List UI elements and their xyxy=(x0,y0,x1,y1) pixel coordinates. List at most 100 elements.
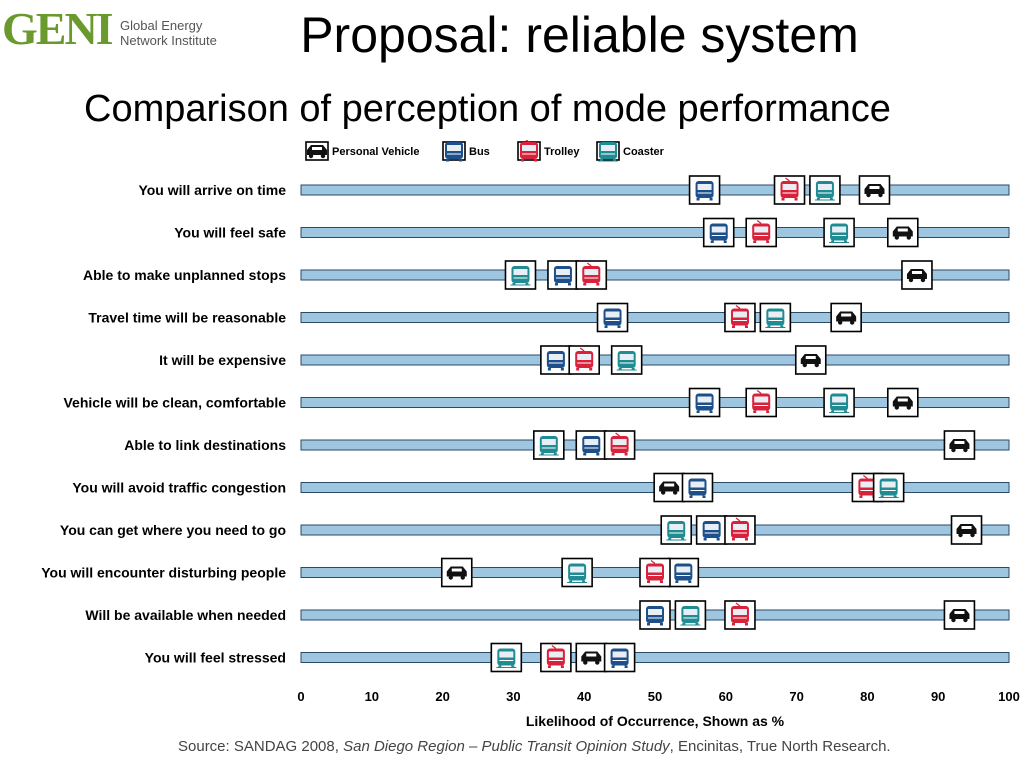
logo-text-line1: Global Energy xyxy=(120,18,203,33)
trolley-wheel xyxy=(744,325,748,328)
coaster-wheel xyxy=(600,159,603,162)
trolley-pole xyxy=(579,347,585,352)
bus-wheel xyxy=(675,580,679,583)
coaster-wheel xyxy=(695,623,699,626)
car-marker xyxy=(653,472,685,503)
trolley-icon xyxy=(517,140,541,162)
bus-window xyxy=(548,354,563,360)
coaster-wheel xyxy=(831,410,835,413)
trolley-wheel xyxy=(731,623,735,626)
coaster-wheel xyxy=(829,198,833,201)
coaster-window xyxy=(683,609,698,615)
coaster-wheel xyxy=(553,453,557,456)
bus-marker xyxy=(575,430,608,460)
car-wheel xyxy=(958,532,963,538)
category-label: Travel time will be reasonable xyxy=(88,310,286,326)
car-icon xyxy=(305,141,329,161)
car-window xyxy=(805,356,816,359)
category-row: You will encounter disturbing people xyxy=(41,565,1010,581)
car-wheel xyxy=(308,153,314,159)
coaster-wheel xyxy=(618,368,622,371)
trolley-wheel xyxy=(731,538,735,541)
trolley-marker xyxy=(568,345,601,375)
bus-wheel xyxy=(696,410,700,413)
trolley-wheel xyxy=(753,240,757,243)
coaster-wheel xyxy=(582,580,586,583)
car-marker xyxy=(794,345,827,375)
coaster-marker xyxy=(504,260,537,290)
car-window xyxy=(586,653,597,657)
car-window xyxy=(911,271,922,274)
car-wheel xyxy=(672,490,678,495)
x-tick-label: 100 xyxy=(998,689,1020,704)
category-label: Able to make unplanned stops xyxy=(83,267,286,283)
car-window xyxy=(451,568,462,572)
bus-wheel xyxy=(596,453,600,456)
trolley-marker xyxy=(724,600,756,630)
car-wheel xyxy=(814,362,819,368)
car-wheel xyxy=(951,447,956,453)
bus-marker xyxy=(688,387,721,418)
icon-frame xyxy=(872,472,905,503)
trolley-wheel xyxy=(660,580,663,583)
page-subtitle: Comparison of perception of mode perform… xyxy=(84,88,891,130)
comparison-chart: Personal Vehicle Bus Trolley Coaster You wil… xyxy=(41,140,1020,729)
chart-legend: Personal Vehicle Bus Trolley Coaster xyxy=(305,140,665,162)
trolley-wheel xyxy=(744,538,748,541)
bus-wheel xyxy=(689,495,693,498)
trolley-wheel xyxy=(794,198,798,201)
category-row: Travel time will be reasonable xyxy=(88,310,1010,326)
category-row: You will feel safe xyxy=(174,225,1010,241)
icon-frame xyxy=(504,260,537,290)
trolley-wheel xyxy=(547,665,551,668)
bus-marker xyxy=(695,515,728,545)
coaster-wheel xyxy=(613,159,616,162)
logo-mark: GENI xyxy=(2,3,114,54)
category-bar xyxy=(300,269,1010,281)
car-wheel xyxy=(837,320,843,325)
car-marker xyxy=(440,557,473,588)
page-title: Proposal: reliable system xyxy=(300,7,859,63)
trolley-pole xyxy=(756,390,762,394)
bus-wheel xyxy=(688,580,692,583)
bus-marker xyxy=(547,260,579,290)
bus-marker xyxy=(540,345,572,375)
car-wheel xyxy=(920,277,926,283)
trolley-wheel xyxy=(766,240,770,243)
bus-wheel xyxy=(583,453,587,456)
x-tick-label: 0 xyxy=(297,689,304,704)
trolley-wheel xyxy=(781,198,785,201)
bus-window xyxy=(584,439,599,445)
trolley-window xyxy=(522,145,536,151)
x-tick-label: 20 xyxy=(435,689,449,704)
trolley-wheel xyxy=(596,283,600,286)
car-marker xyxy=(575,642,608,673)
bus-marker xyxy=(681,472,714,503)
chart-rows: You will arrive on time You will feel saf… xyxy=(41,182,1010,666)
car-marker xyxy=(886,217,919,248)
car-wheel xyxy=(460,575,465,580)
trolley-pole xyxy=(756,220,762,224)
bus-marker xyxy=(702,217,735,248)
car-marker xyxy=(886,387,919,418)
car-window xyxy=(841,313,852,317)
category-row: You will feel stressed xyxy=(145,650,1010,666)
trolley-wheel xyxy=(744,623,748,626)
car-wheel xyxy=(660,490,666,495)
car-marker xyxy=(858,175,891,205)
source-citation: Source: SANDAG 2008, San Diego Region – … xyxy=(178,738,891,755)
coaster-marker xyxy=(610,345,643,375)
icon-frame xyxy=(695,515,728,545)
trolley-window xyxy=(860,481,875,488)
category-bar xyxy=(300,354,1010,366)
bus-wheel xyxy=(702,495,706,498)
bus-marker xyxy=(596,302,629,333)
coaster-window xyxy=(817,184,832,190)
coaster-wheel xyxy=(681,538,685,541)
bus-wheel xyxy=(554,283,558,286)
legend-item-coaster: Coaster xyxy=(596,141,665,162)
coaster-wheel xyxy=(893,495,897,498)
coaster-window xyxy=(669,524,684,530)
coaster-wheel xyxy=(767,325,771,328)
bus-wheel xyxy=(446,159,449,162)
